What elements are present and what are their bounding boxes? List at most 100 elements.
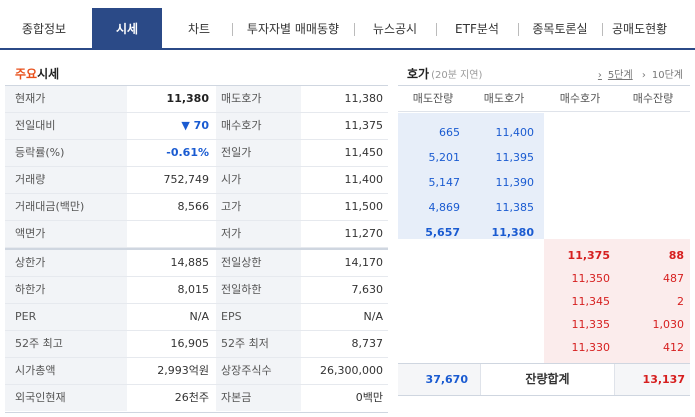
quote-label: 시가: [216, 167, 301, 193]
tab-chart[interactable]: 차트: [166, 10, 232, 48]
tab-label: 시세: [115, 22, 139, 36]
quote-label: 전일상한: [216, 250, 301, 276]
row-line: [5, 166, 388, 167]
quote-value: 26천주: [174, 391, 209, 404]
quote-label: 52주 최저: [216, 331, 301, 357]
ask-row: 5,201 11,395: [398, 145, 690, 170]
quote-row: 전일대비 ▼ 70 매수호가 11,375: [5, 113, 388, 140]
ask-price: 11,395: [495, 151, 535, 164]
order-book-table: 매도잔량 매도호가 매수호가 매수잔량 665 11,400 5,201 11,395…: [398, 85, 690, 396]
quote-label: 거래대금(백만): [5, 194, 127, 220]
quote-value: 11,450: [344, 146, 384, 159]
tab-short-selling[interactable]: 공매도현황: [602, 10, 695, 48]
tab-label: 차트: [187, 22, 211, 36]
quote-value: 11,270: [344, 227, 384, 240]
tab-separator: [436, 23, 437, 36]
quote-value: N/A: [189, 310, 209, 323]
row-line: [5, 276, 388, 277]
ask-qty: 5,147: [428, 176, 461, 189]
order-book-header: 매도잔량 매도호가 매수호가 매수잔량: [398, 86, 690, 112]
header-ask-qty: 매도잔량: [412, 92, 454, 105]
quote-value: 7,630: [351, 283, 384, 296]
bid-row: 11,345 2: [398, 289, 690, 314]
tab-label: 공매도현황: [612, 22, 668, 36]
bid-price: 11,345: [571, 295, 611, 308]
quote-label: 전일대비: [5, 113, 127, 139]
depth-10-link[interactable]: › 10단계: [641, 70, 683, 81]
tab-news[interactable]: 뉴스공시: [354, 10, 436, 48]
quote-row: 거래대금(백만) 8,566 고가 11,500: [5, 194, 388, 221]
bid-row: 11,350 487: [398, 266, 690, 291]
tab-label: 투자자별 매매동향: [246, 22, 340, 36]
header-bid-price: 매수호가: [559, 92, 601, 105]
quote-label: 52주 최고: [5, 331, 127, 357]
quote-label: 고가: [216, 194, 301, 220]
total-bid-qty: 13,137: [642, 373, 685, 386]
ask-qty: 4,869: [428, 201, 461, 214]
depth-5-link[interactable]: › 5단계: [597, 70, 633, 81]
tab-etf[interactable]: ETF분석: [436, 10, 518, 48]
row-line: [5, 139, 388, 140]
ask-price: 11,380: [491, 226, 534, 239]
quote-label: 액면가: [5, 221, 127, 247]
tab-separator: [518, 23, 519, 36]
quote-value: 16,905: [170, 337, 210, 350]
bid-background: [544, 239, 690, 363]
tab-label: ETF분석: [455, 22, 499, 36]
quote-label: 거래량: [5, 167, 127, 193]
row-line: [5, 193, 388, 194]
tab-discussion[interactable]: 종목토론실: [518, 10, 602, 48]
quote-row: 거래량 752,749 시가 11,400: [5, 167, 388, 194]
quote-label: 전일하한: [216, 277, 301, 303]
ask-price: 11,400: [495, 126, 535, 139]
tab-quote[interactable]: 시세: [92, 8, 162, 50]
bid-qty: 412: [663, 341, 684, 354]
quote-value: N/A: [363, 310, 383, 323]
quote-row: 52주 최고 16,905 52주 최저 8,737: [5, 331, 388, 358]
main-quote-title: 주요시세: [15, 65, 59, 82]
quote-value: -0.61%: [166, 146, 209, 159]
quote-row: PER N/A EPS N/A: [5, 304, 388, 331]
quote-value: 11,500: [344, 200, 384, 213]
row-line: [5, 357, 388, 358]
bid-row: 11,335 1,030: [398, 312, 690, 337]
ask-row: 665 11,400: [398, 120, 690, 145]
tab-bar: 종합정보 시세 차트 투자자별 매매동향 뉴스공시 ETF분석 종목토론실 공매…: [0, 0, 695, 50]
tab-label: 종합정보: [21, 22, 67, 36]
quote-label: 하한가: [5, 277, 127, 303]
ask-price: 11,390: [495, 176, 535, 189]
quote-label: 상장주식수: [216, 358, 301, 384]
quote-value: 14,885: [170, 256, 210, 269]
bid-price: 11,375: [567, 249, 610, 262]
quote-value: 8,015: [177, 283, 210, 296]
quote-value: ▼ 70: [181, 119, 209, 132]
quote-label: 매수호가: [216, 113, 301, 139]
quote-value: 0백만: [355, 391, 383, 404]
quote-value: [127, 221, 209, 247]
quote-value: 11,375: [344, 119, 384, 132]
ask-row: 5,657 11,380: [398, 220, 690, 245]
quote-value: 752,749: [163, 173, 210, 186]
quote-value: 11,380: [344, 92, 384, 105]
quote-label: EPS: [216, 304, 301, 330]
quote-label: PER: [5, 304, 127, 330]
bid-qty: 487: [663, 272, 684, 285]
title-rest: 시세: [37, 67, 60, 81]
quote-label: 등락률(%): [5, 140, 127, 166]
quote-label: 자본금: [216, 385, 301, 411]
header-ask-price: 매도호가: [483, 92, 525, 105]
quote-label: 시가총액: [5, 358, 127, 384]
tab-overview[interactable]: 종합정보: [0, 10, 88, 48]
depth-5-label: 5단계: [607, 70, 633, 81]
quote-row: 상한가 14,885 전일상한 14,170: [5, 250, 388, 277]
tab-separator: [602, 23, 603, 36]
tab-label: 뉴스공시: [372, 22, 418, 36]
order-book-title: 호가 (20분 지연): [407, 65, 482, 82]
tab-investor-trading[interactable]: 투자자별 매매동향: [232, 10, 354, 48]
table-divider: [5, 248, 388, 250]
ask-row: 4,869 11,385: [398, 195, 690, 220]
quote-label: 저가: [216, 221, 301, 247]
row-line: [5, 384, 388, 385]
row-line: [5, 303, 388, 304]
tab-separator: [232, 23, 233, 36]
